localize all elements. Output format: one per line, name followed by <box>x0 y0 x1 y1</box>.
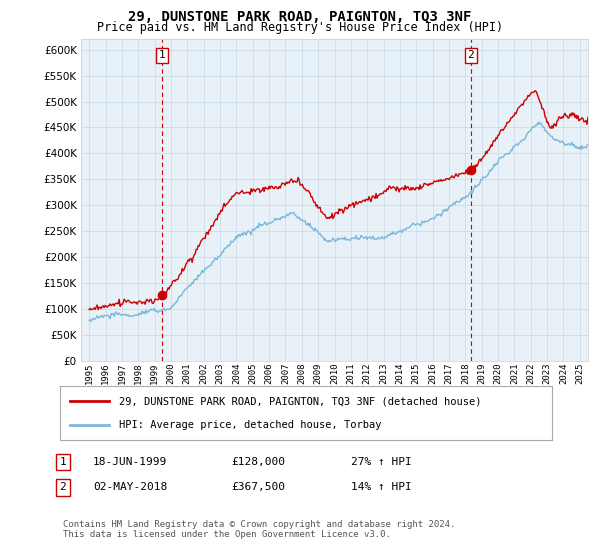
Text: 2: 2 <box>467 50 474 60</box>
Text: 1: 1 <box>159 50 166 60</box>
Text: 2: 2 <box>59 482 67 492</box>
Text: 14% ↑ HPI: 14% ↑ HPI <box>351 482 412 492</box>
Text: 1: 1 <box>59 457 67 467</box>
Text: 29, DUNSTONE PARK ROAD, PAIGNTON, TQ3 3NF (detached house): 29, DUNSTONE PARK ROAD, PAIGNTON, TQ3 3N… <box>119 396 482 407</box>
Text: £367,500: £367,500 <box>231 482 285 492</box>
Text: Price paid vs. HM Land Registry's House Price Index (HPI): Price paid vs. HM Land Registry's House … <box>97 21 503 34</box>
Text: 02-MAY-2018: 02-MAY-2018 <box>93 482 167 492</box>
Text: 29, DUNSTONE PARK ROAD, PAIGNTON, TQ3 3NF: 29, DUNSTONE PARK ROAD, PAIGNTON, TQ3 3N… <box>128 10 472 24</box>
Text: 18-JUN-1999: 18-JUN-1999 <box>93 457 167 467</box>
Text: 27% ↑ HPI: 27% ↑ HPI <box>351 457 412 467</box>
Text: £128,000: £128,000 <box>231 457 285 467</box>
Text: Contains HM Land Registry data © Crown copyright and database right 2024.
This d: Contains HM Land Registry data © Crown c… <box>63 520 455 539</box>
Text: HPI: Average price, detached house, Torbay: HPI: Average price, detached house, Torb… <box>119 419 382 430</box>
